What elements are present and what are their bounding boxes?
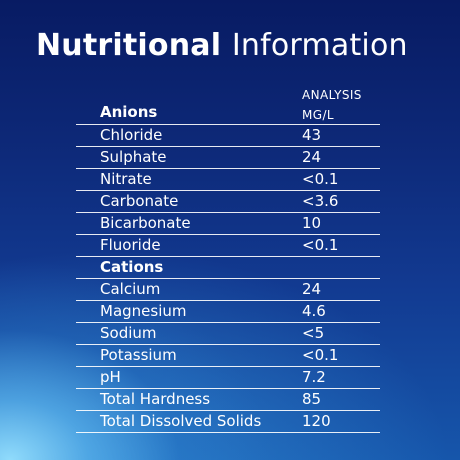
row-label: pH <box>100 368 121 386</box>
table-row-total-dissolved-solids: Total Dissolved Solids 120 <box>76 411 380 433</box>
row-label: Sulphate <box>100 148 167 166</box>
row-value: 43 <box>302 126 322 144</box>
table-row-ph: pH 7.2 <box>76 367 380 389</box>
table-row-sulphate: Sulphate 24 <box>76 147 380 169</box>
table-row-chloride: Chloride 43 <box>76 125 380 147</box>
section-heading-cations-label: Cations <box>100 258 164 276</box>
row-label: Nitrate <box>100 170 152 188</box>
row-value: 24 <box>302 148 322 166</box>
table-row-potassium: Potassium <0.1 <box>76 345 380 367</box>
nutrition-table: Anions ANALYSIS MG/L Chloride 43 Sulphat… <box>76 82 380 433</box>
row-label: Chloride <box>100 126 163 144</box>
table-row-magnesium: Magnesium 4.6 <box>76 301 380 323</box>
row-label: Bicarbonate <box>100 214 191 232</box>
row-label: Total Dissolved Solids <box>100 412 262 430</box>
table-row-sodium: Sodium <5 <box>76 323 380 345</box>
row-value: <0.1 <box>302 236 339 254</box>
row-value: <5 <box>302 324 325 342</box>
column-header-unit: MG/L <box>302 108 334 122</box>
row-value: 10 <box>302 214 322 232</box>
row-value: <0.1 <box>302 346 339 364</box>
section-heading-cations: Cations <box>76 257 380 279</box>
table-row-carbonate: Carbonate <3.6 <box>76 191 380 213</box>
row-label: Carbonate <box>100 192 179 210</box>
row-label: Total Hardness <box>100 390 211 408</box>
table-row-fluoride: Fluoride <0.1 <box>76 235 380 257</box>
table-row-nitrate: Nitrate <0.1 <box>76 169 380 191</box>
row-value: 120 <box>302 412 331 430</box>
row-label: Sodium <box>100 324 157 342</box>
page-title: Nutritional Information <box>36 26 408 66</box>
title-light: Information <box>231 28 408 63</box>
row-label: Fluoride <box>100 236 161 254</box>
table-header: Anions ANALYSIS MG/L <box>76 82 380 125</box>
row-label: Calcium <box>100 280 161 298</box>
row-value: 24 <box>302 280 322 298</box>
column-header-analysis: ANALYSIS <box>302 88 362 102</box>
row-value: 4.6 <box>302 302 326 320</box>
row-label: Potassium <box>100 346 177 364</box>
row-label: Magnesium <box>100 302 187 320</box>
table-row-calcium: Calcium 24 <box>76 279 380 301</box>
column-header: ANALYSIS MG/L <box>302 85 362 125</box>
table-row-total-hardness: Total Hardness 85 <box>76 389 380 411</box>
section-heading-anions: Anions <box>100 103 158 121</box>
title-bold: Nutritional <box>36 28 222 63</box>
row-value: 85 <box>302 390 322 408</box>
row-value: <3.6 <box>302 192 339 210</box>
row-value: 7.2 <box>302 368 326 386</box>
row-value: <0.1 <box>302 170 339 188</box>
table-row-bicarbonate: Bicarbonate 10 <box>76 213 380 235</box>
